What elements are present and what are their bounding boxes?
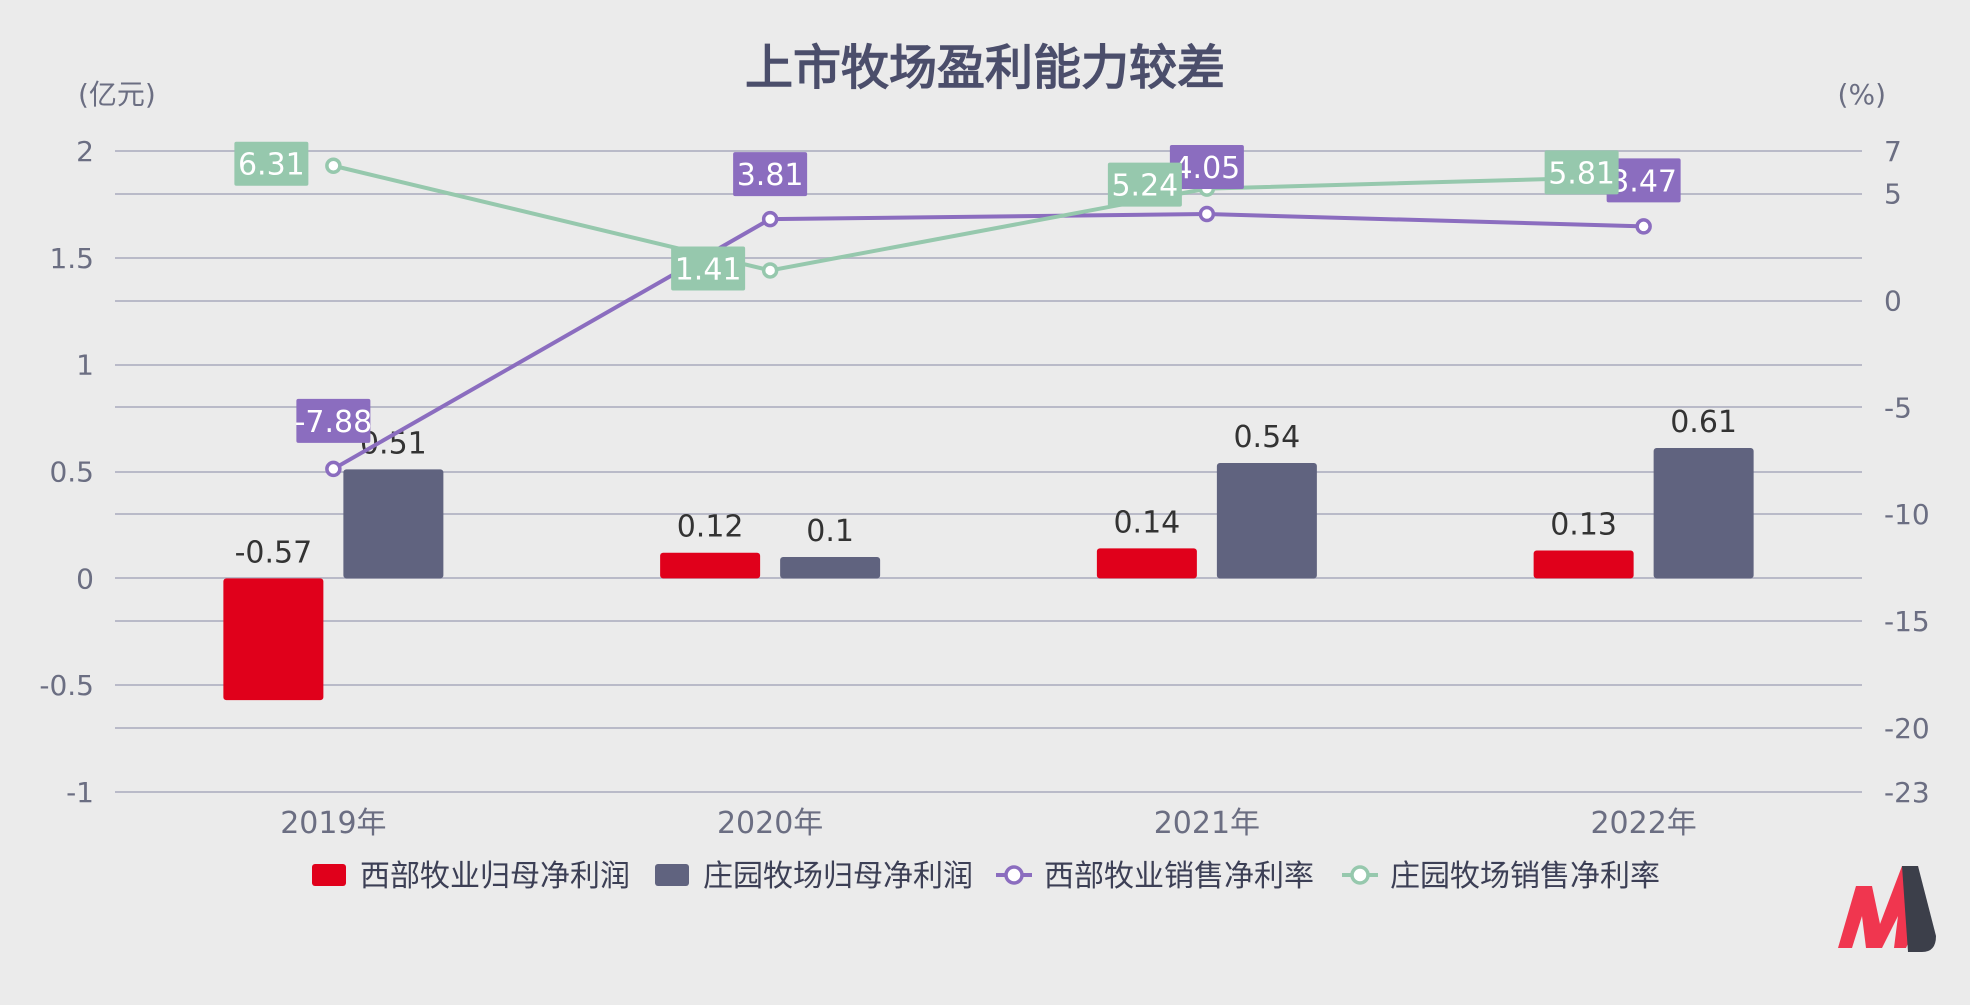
category-label: 2022年 [1590, 806, 1696, 841]
bar-value-label: 0.13 [1550, 508, 1617, 543]
bar-value-label: 0.14 [1113, 505, 1180, 540]
legend-bar-swatch [312, 864, 346, 886]
bar-data-labels: -0.57 0.51 0.12 0.1 0.14 0.54 0.13 0.61 [235, 405, 1737, 570]
left-tick-label: 0 [76, 562, 94, 595]
right-tick-label: 5 [1884, 178, 1902, 211]
bar-value-label: 0.51 [360, 426, 427, 461]
line-data-labels: -7.88 3.81 4.05 3.47 6.31 1.41 5.24 5.81 [234, 141, 1681, 443]
line-value-tag [1169, 145, 1244, 190]
legend-label: 庄园牧场归母净利润 [703, 859, 973, 894]
category-label: 2020年 [717, 806, 823, 841]
bar-series [223, 447, 1754, 701]
legend: 西部牧业归母净利润 庄园牧场归母净利润 西部牧业销售净利率 庄园牧场销售净利率 [312, 859, 1660, 894]
left-tick-label: -0.5 [39, 669, 94, 702]
bar-xibu [223, 578, 324, 701]
line-point [325, 460, 342, 478]
left-tick-label: 2 [76, 135, 94, 168]
line-point [1198, 205, 1216, 223]
bar-zhuangyuan [1653, 447, 1754, 579]
line-value-label: -7.88 [295, 405, 373, 440]
line-value-tag [1107, 162, 1182, 207]
legend-label: 庄园牧场销售净利率 [1390, 859, 1660, 894]
right-tick-label: -15 [1884, 605, 1930, 638]
line-point [325, 157, 342, 174]
line-point [1635, 218, 1652, 235]
line-value-tag [1606, 158, 1681, 203]
line-value-label: 3.47 [1610, 164, 1677, 199]
line-series [325, 157, 1652, 478]
legend-bar-swatch [655, 864, 689, 886]
line-zhuangyuan [332, 163, 1644, 273]
bar-zhuangyuan [343, 469, 444, 579]
left-tick-label: 0.5 [49, 456, 94, 489]
left-tick-label: -1 [66, 776, 94, 809]
line-value-label: 6.31 [238, 148, 305, 183]
line-value-label: 5.81 [1548, 156, 1615, 191]
line-value-tag [234, 141, 309, 186]
right-tick-label: 7 [1884, 135, 1902, 168]
right-tick-label: -10 [1884, 498, 1930, 531]
category-axis-labels: 2019年 2020年 2021年 2022年 [280, 806, 1697, 841]
right-tick-label: -20 [1884, 712, 1930, 745]
line-value-tag [733, 152, 808, 197]
legend-line-marker [1350, 865, 1370, 885]
bar-value-label: 0.54 [1233, 420, 1300, 455]
right-axis-unit: (%) [1838, 78, 1886, 111]
line-value-tag [296, 398, 371, 443]
left-axis-ticks: 2 1.5 1 0.5 0 -0.5 -1 [39, 135, 94, 809]
right-axis-ticks: 7 5 0 -5 -10 -15 -20 -23 [1884, 135, 1930, 809]
bar-zhuangyuan [1216, 462, 1317, 579]
left-axis-unit: (亿元) [78, 78, 156, 111]
bar-xibu [660, 552, 761, 579]
bar-value-label: 0.12 [677, 510, 744, 545]
line-value-tag [671, 246, 746, 291]
right-tick-label: -23 [1884, 776, 1930, 809]
bar-xibu [1096, 548, 1197, 579]
left-tick-label: 1 [76, 349, 94, 382]
chart-title: 上市牧场盈利能力较差 [745, 40, 1225, 96]
legend-label: 西部牧业归母净利润 [360, 859, 630, 894]
line-point [761, 210, 779, 228]
bar-zhuangyuan [780, 556, 881, 579]
legend-line-marker [1004, 865, 1024, 885]
bar-value-label: 0.61 [1670, 405, 1737, 440]
line-value-label: 5.24 [1111, 169, 1178, 204]
gridlines [115, 150, 1862, 793]
right-tick-label: 0 [1884, 285, 1902, 318]
left-tick-label: 1.5 [49, 242, 94, 275]
bar-value-label: -0.57 [235, 535, 313, 570]
bar-xibu [1533, 550, 1634, 579]
category-label: 2019年 [280, 806, 386, 841]
line-value-label: 1.41 [675, 252, 742, 287]
category-label: 2021年 [1154, 806, 1260, 841]
bar-value-label: 0.1 [806, 514, 854, 549]
brand-logo-icon [1838, 866, 1936, 952]
line-value-label: 3.81 [737, 158, 804, 193]
right-tick-label: -5 [1884, 391, 1912, 424]
line-value-label: 4.05 [1173, 151, 1240, 186]
legend-label: 西部牧业销售净利率 [1044, 859, 1314, 894]
line-value-tag [1544, 150, 1619, 195]
line-point [761, 262, 779, 279]
line-xibu [332, 212, 1644, 471]
